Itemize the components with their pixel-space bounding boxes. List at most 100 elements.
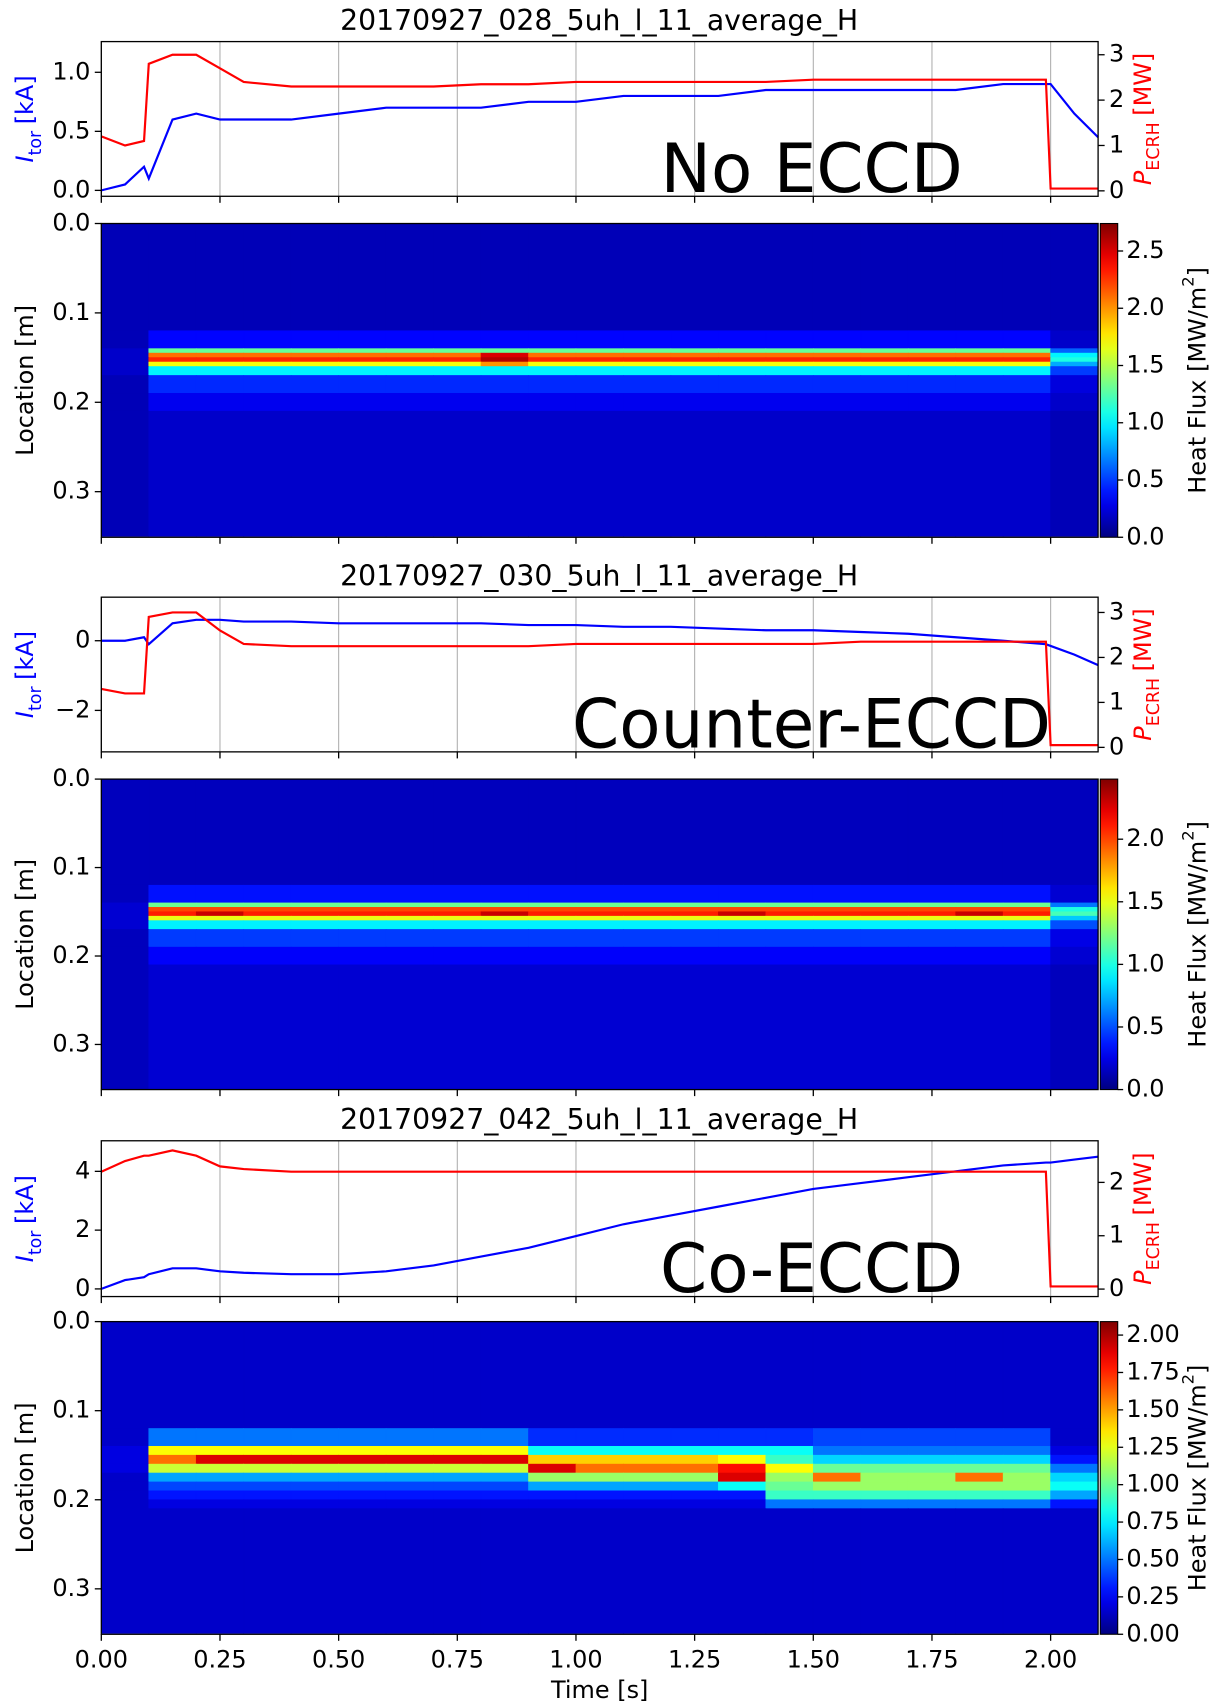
heat-cell	[623, 1472, 672, 1483]
heat-cell	[148, 915, 197, 921]
heat-cell	[195, 907, 245, 913]
heat-cell	[907, 375, 957, 394]
heat-cell	[148, 1428, 197, 1447]
y2-axis-label-part: ECRH	[1144, 122, 1164, 170]
heat-cell	[765, 929, 814, 948]
heat-cell	[195, 778, 245, 886]
y-tick-label: 0.1	[52, 1396, 90, 1424]
heat-cell	[290, 223, 339, 332]
heat-cell	[1002, 920, 1051, 930]
heat-cell	[243, 907, 292, 913]
heat-cell	[718, 911, 767, 917]
heat-cell	[338, 361, 387, 367]
heat-cell	[290, 357, 339, 363]
y2-tick-label: 3	[1109, 597, 1124, 625]
heat-cell	[100, 964, 150, 1090]
heat-cell	[1002, 778, 1051, 886]
heat-cell	[670, 1321, 719, 1429]
heat-cell	[480, 1445, 529, 1456]
y2-tick-label: 2	[1109, 642, 1124, 670]
heat-cell	[670, 1454, 719, 1465]
heat-cell	[148, 1490, 197, 1501]
x-tick-label: 1.00	[549, 1645, 602, 1673]
heat-cell	[528, 915, 577, 921]
heat-cell	[955, 1463, 1004, 1474]
heat-cell	[528, 778, 577, 886]
colorbar-tick-label: 0.25	[1126, 1582, 1179, 1610]
heat-cell	[338, 1428, 387, 1447]
heat-cell	[290, 1481, 339, 1492]
heat-cell	[670, 915, 719, 921]
heat-cell	[718, 1428, 767, 1447]
heat-cell	[860, 375, 909, 394]
heat-cell	[812, 946, 862, 966]
heat-cell	[860, 1463, 909, 1474]
colorbar-tick-label: 0.0	[1126, 1075, 1164, 1103]
heat-cell	[385, 946, 434, 966]
heat-cell	[812, 778, 862, 886]
heat-cell	[812, 1428, 862, 1447]
heat-cell	[480, 920, 529, 930]
heat-cell	[243, 1481, 292, 1492]
heat-cell	[575, 946, 624, 966]
heat-cell	[338, 907, 387, 913]
heat-cell	[955, 946, 1004, 966]
x-tick-label: 1.50	[787, 1645, 840, 1673]
heat-cell	[480, 330, 529, 349]
heat-cell	[1002, 223, 1051, 332]
heat-cell	[860, 393, 909, 412]
heat-cell	[100, 357, 150, 363]
heat-cell	[480, 929, 529, 948]
heat-cell	[100, 946, 150, 966]
heat-cell	[670, 907, 719, 913]
heat-cell	[575, 352, 624, 358]
heat-cell	[575, 393, 624, 412]
heat-cell	[575, 1321, 624, 1429]
heat-cell	[955, 410, 1004, 537]
heat-cell	[385, 393, 434, 412]
heat-cell	[670, 410, 719, 537]
heat-cell	[243, 1321, 292, 1429]
y2-tick-label: 0	[1109, 732, 1124, 760]
heat-cell	[290, 911, 339, 917]
heat-cell	[480, 907, 529, 913]
heat-cell	[1002, 1481, 1051, 1492]
heat-cell	[765, 964, 814, 1090]
heat-cell	[1050, 375, 1099, 394]
heat-cell	[907, 393, 957, 412]
heat-cell	[290, 361, 339, 367]
heat-cell	[243, 778, 292, 886]
heat-cell	[433, 1445, 482, 1456]
x-tick-label: 1.75	[905, 1645, 958, 1673]
heat-cell	[812, 352, 862, 358]
heat-cell	[765, 366, 814, 376]
heat-cell	[812, 929, 862, 948]
heat-cell	[670, 884, 719, 904]
heat-cell	[1002, 929, 1051, 948]
heat-cell	[528, 902, 577, 908]
heat-cell	[1002, 366, 1051, 376]
heat-cell	[812, 330, 862, 349]
colorbar	[1099, 1321, 1119, 1635]
heat-cell	[528, 911, 577, 917]
heat-cell	[195, 1454, 245, 1465]
heat-cell	[1002, 907, 1051, 913]
heat-cell	[1002, 348, 1051, 354]
heat-cell	[148, 920, 197, 930]
heat-cell	[480, 393, 529, 412]
heat-cell	[433, 330, 482, 349]
heat-cell	[100, 1481, 150, 1492]
heat-cell	[765, 1508, 814, 1634]
y-tick-label: 4	[75, 1156, 90, 1184]
heat-cell	[955, 929, 1004, 948]
heat-cell	[243, 357, 292, 363]
heat-cell	[623, 1508, 672, 1634]
heat-cell	[860, 915, 909, 921]
heat-cell	[385, 929, 434, 948]
y2-axis-label-part: [MW]	[1129, 53, 1157, 116]
y-axis-label-part: tor	[26, 1230, 46, 1255]
heat-cell	[195, 330, 245, 349]
heat-cell	[195, 920, 245, 930]
heat-cell	[148, 1472, 197, 1483]
y-tick-label: 0.0	[52, 209, 90, 237]
